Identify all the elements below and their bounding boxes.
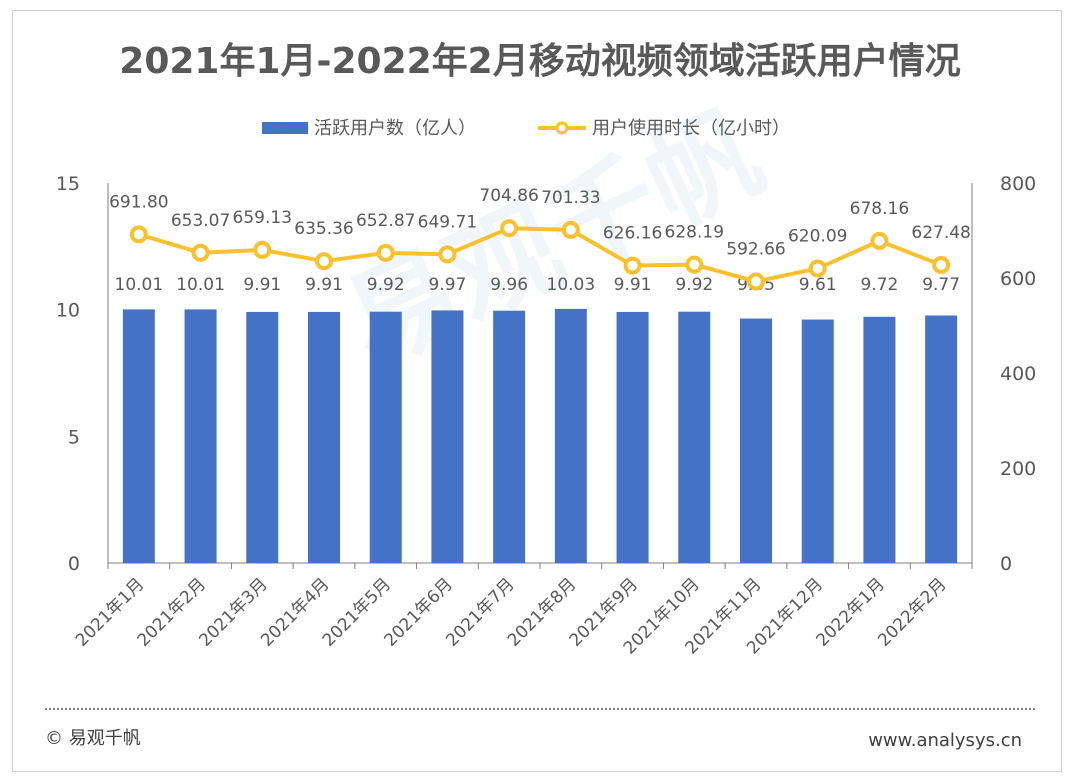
bar <box>925 315 958 563</box>
y-right-tick-label: 400 <box>1000 363 1036 385</box>
bar-data-label: 10.01 <box>176 275 225 295</box>
bar <box>308 311 340 563</box>
line-data-label: 652.87 <box>356 211 415 231</box>
bar <box>122 309 155 563</box>
footer-copyright: © 易观千帆 <box>45 728 141 749</box>
bar <box>554 308 587 563</box>
footer-divider <box>45 708 1035 710</box>
line-data-label: 626.16 <box>603 224 662 244</box>
bar <box>184 309 217 563</box>
bar-data-label: 9.96 <box>490 275 528 295</box>
y-left-tick-label: 5 <box>68 426 80 448</box>
line-data-label: 620.09 <box>788 226 847 246</box>
y-right-tick-label: 0 <box>1000 553 1012 575</box>
line-data-label: 678.16 <box>850 199 909 219</box>
line-data-label: 592.66 <box>726 239 785 259</box>
series-line <box>138 226 942 284</box>
bar-data-label: 9.91 <box>305 275 343 295</box>
y-left-tick-label: 0 <box>68 553 80 575</box>
bar <box>678 311 711 563</box>
line-data-label: 659.13 <box>233 208 292 228</box>
line-data-label: 653.07 <box>171 211 230 231</box>
bar-data-label: 9.92 <box>675 275 713 295</box>
line-point <box>747 272 765 291</box>
legend-line-label: 用户使用时长（亿小时） <box>592 118 790 139</box>
line-point <box>623 256 642 275</box>
chart-title: 2021年1月-2022年2月移动视频领域活跃用户情况 <box>119 41 961 82</box>
line-data-label: 635.36 <box>294 219 353 239</box>
line-data-label: 691.80 <box>109 192 168 212</box>
line-point <box>561 220 580 239</box>
line-point <box>129 225 148 244</box>
bar <box>369 311 402 563</box>
line-point <box>870 231 889 250</box>
bar-data-label: 9.91 <box>243 275 281 295</box>
y-left-tick-label: 10 <box>56 300 80 322</box>
y-right-tick-label: 200 <box>1000 458 1036 480</box>
line-point <box>438 245 457 264</box>
bar <box>246 311 279 563</box>
line-point <box>500 219 519 238</box>
bar <box>431 310 464 563</box>
line-point <box>376 243 395 262</box>
bar-data-label: 9.72 <box>860 275 898 295</box>
legend-bar-swatch <box>262 122 308 134</box>
line-data-label: 627.48 <box>911 223 970 243</box>
bar-data-label: 9.77 <box>922 275 960 295</box>
line-data-label: 628.19 <box>665 223 724 243</box>
bar <box>801 319 834 563</box>
line-point <box>191 243 210 262</box>
legend-line-marker <box>555 121 569 135</box>
line-point <box>253 240 272 259</box>
bar-data-label: 9.61 <box>799 275 837 295</box>
bar <box>740 318 772 563</box>
y-right-tick-label: 800 <box>1000 173 1036 195</box>
bar <box>616 311 649 563</box>
bar-data-label: 10.03 <box>547 275 596 295</box>
bar-data-label: 10.01 <box>115 275 164 295</box>
line-data-label: 701.33 <box>541 188 600 208</box>
bar <box>493 310 526 563</box>
legend-bar-label: 活跃用户数（亿人） <box>314 118 476 139</box>
bar <box>863 316 896 563</box>
line-point <box>808 259 827 278</box>
line-point <box>685 255 704 274</box>
footer-website: www.analysys.cn <box>868 730 1022 751</box>
bar-data-label: 9.91 <box>614 275 652 295</box>
bar-data-label: 9.92 <box>367 275 405 295</box>
bar-data-label: 9.97 <box>428 275 466 295</box>
line-data-label: 649.71 <box>418 212 477 232</box>
line-point <box>932 255 951 274</box>
y-left-tick-label: 15 <box>56 173 80 195</box>
line-point <box>315 252 333 271</box>
y-right-tick-label: 600 <box>1000 268 1036 290</box>
line-data-label: 704.86 <box>479 186 538 206</box>
